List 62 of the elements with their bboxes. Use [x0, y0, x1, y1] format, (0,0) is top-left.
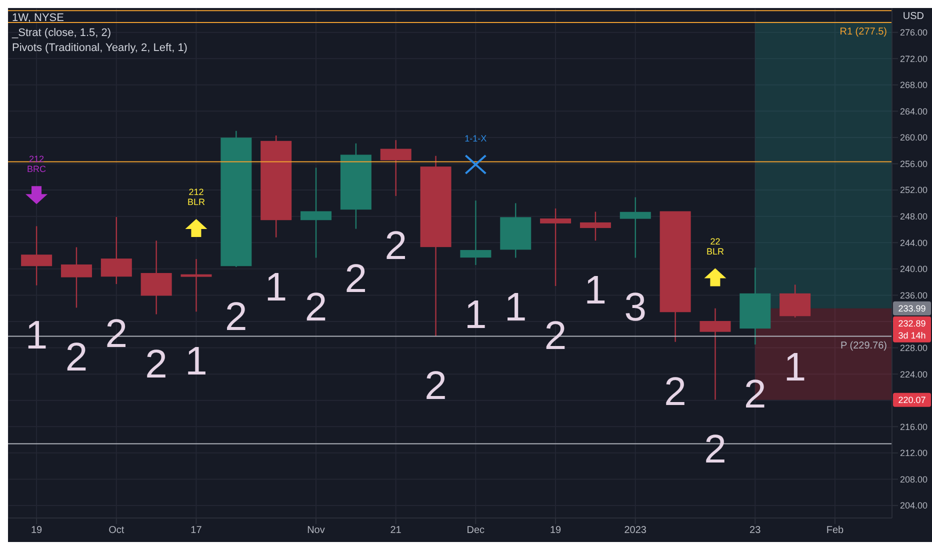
y-tick-label: 252.00	[900, 185, 928, 196]
y-tick-label: 216.00	[900, 422, 928, 432]
annotation: 2	[424, 364, 447, 408]
y-tick-label: 208.00	[900, 474, 928, 484]
y-tick-label: 240.00	[900, 264, 928, 274]
y-tick-label: 236.00	[900, 290, 928, 300]
annotation: Pivots (Traditional, Yearly, 2, Left, 1)	[12, 41, 188, 56]
y-tick-label: 272.00	[900, 54, 928, 64]
x-tick-label: Dec	[466, 525, 485, 536]
annotation: 1	[185, 340, 208, 384]
candlestick	[620, 196, 651, 258]
y-tick-label: 248.00	[900, 212, 928, 222]
y-tick-label: 260.00	[900, 132, 928, 143]
y-axis-title: USD	[902, 11, 924, 22]
annotation: _Strat (close, 1.5, 2)	[12, 26, 112, 41]
annotation: 2	[384, 224, 407, 268]
annotation: 3	[624, 286, 646, 330]
y-tick-label: 256.00	[900, 158, 928, 169]
y-tick-label: 204.00	[900, 500, 928, 511]
y-tick-label: 264.00	[900, 106, 928, 116]
annotation: 2	[744, 372, 766, 416]
x-tick-label: Oct	[108, 525, 124, 536]
y-tick-label: 212.00	[900, 448, 928, 458]
ref-line-label: P (229.76)	[840, 340, 887, 352]
y-tick-label: 276.00	[900, 28, 928, 38]
annotation: 1	[784, 346, 806, 390]
y-tick-label: 228.00	[900, 342, 928, 353]
ref-line-label: R1 (277.5)	[840, 26, 887, 38]
x-tick-label: Feb	[826, 525, 844, 536]
y-tick-label: 224.00	[900, 369, 928, 380]
x-tick-label: 23	[750, 525, 762, 536]
text: 232.89 3d 14h	[898, 318, 926, 340]
annotation: 1	[464, 292, 487, 337]
annotation: 1-1-X	[464, 134, 487, 144]
x-tick-label: 17	[190, 525, 202, 536]
x-tick-label: 2023	[624, 525, 647, 536]
candlestick	[700, 308, 731, 400]
annotation: 22 BLR	[706, 236, 724, 256]
chart-title: 1W, NYSE	[12, 11, 65, 26]
annotation: 220.07	[898, 394, 926, 405]
x-tick-label: 21	[390, 525, 402, 536]
annotation: 2	[664, 370, 686, 414]
y-tick-label: 268.00	[900, 80, 928, 90]
annotation: 233.99	[898, 303, 926, 314]
annotation: 2	[65, 336, 88, 380]
candlestick	[540, 208, 572, 287]
annotation: 1	[264, 265, 288, 310]
candlestick	[180, 258, 212, 312]
annotation: 1	[584, 268, 607, 313]
candlestick	[300, 167, 332, 258]
y-tick-label: 244.00	[900, 238, 928, 248]
x-tick-label: Nov	[307, 525, 325, 536]
annotation: 2	[225, 294, 248, 339]
annotation: 2	[344, 256, 368, 301]
annotation: 1	[504, 286, 527, 330]
x-tick-label: 19	[550, 525, 562, 536]
annotation: 2	[304, 286, 328, 330]
annotation: 2	[145, 342, 168, 386]
x-tick-label: 19	[30, 525, 43, 536]
annotation: 212 BLR	[187, 187, 206, 208]
candlestick	[460, 200, 492, 266]
candlestick	[580, 211, 611, 242]
